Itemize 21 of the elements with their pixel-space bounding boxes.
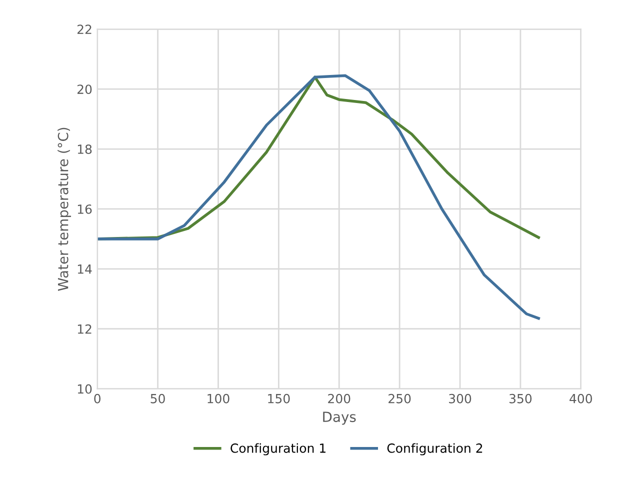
x-tick-label: 250 — [388, 394, 411, 404]
x-tick-label: 200 — [328, 394, 350, 404]
y-tick-label: 12 — [78, 324, 92, 334]
y-tick-label: 14 — [78, 264, 92, 274]
x-tick-label: 150 — [268, 394, 290, 404]
x-tick-label: 50 — [150, 394, 165, 404]
x-tick-label: 400 — [570, 394, 592, 404]
y-tick-label: 20 — [77, 84, 92, 94]
legend-label: Configuration 2 — [387, 443, 482, 456]
x-tick-label: 0 — [94, 394, 100, 404]
y-tick-label: 10 — [78, 384, 92, 394]
x-tick-label: 300 — [449, 394, 472, 404]
y-tick-label: 18 — [78, 144, 92, 154]
x-tick-label: 100 — [208, 394, 230, 404]
x-axis-title: Days — [323, 412, 356, 425]
legend-label: Configuration 1 — [230, 443, 326, 456]
y-tick-label: 16 — [78, 204, 92, 214]
y-axis-title: Water temperature (°C) — [58, 128, 72, 291]
x-tick-label: 350 — [509, 394, 532, 404]
line-series — [97, 74, 540, 320]
y-tick-label: 22 — [77, 24, 92, 34]
